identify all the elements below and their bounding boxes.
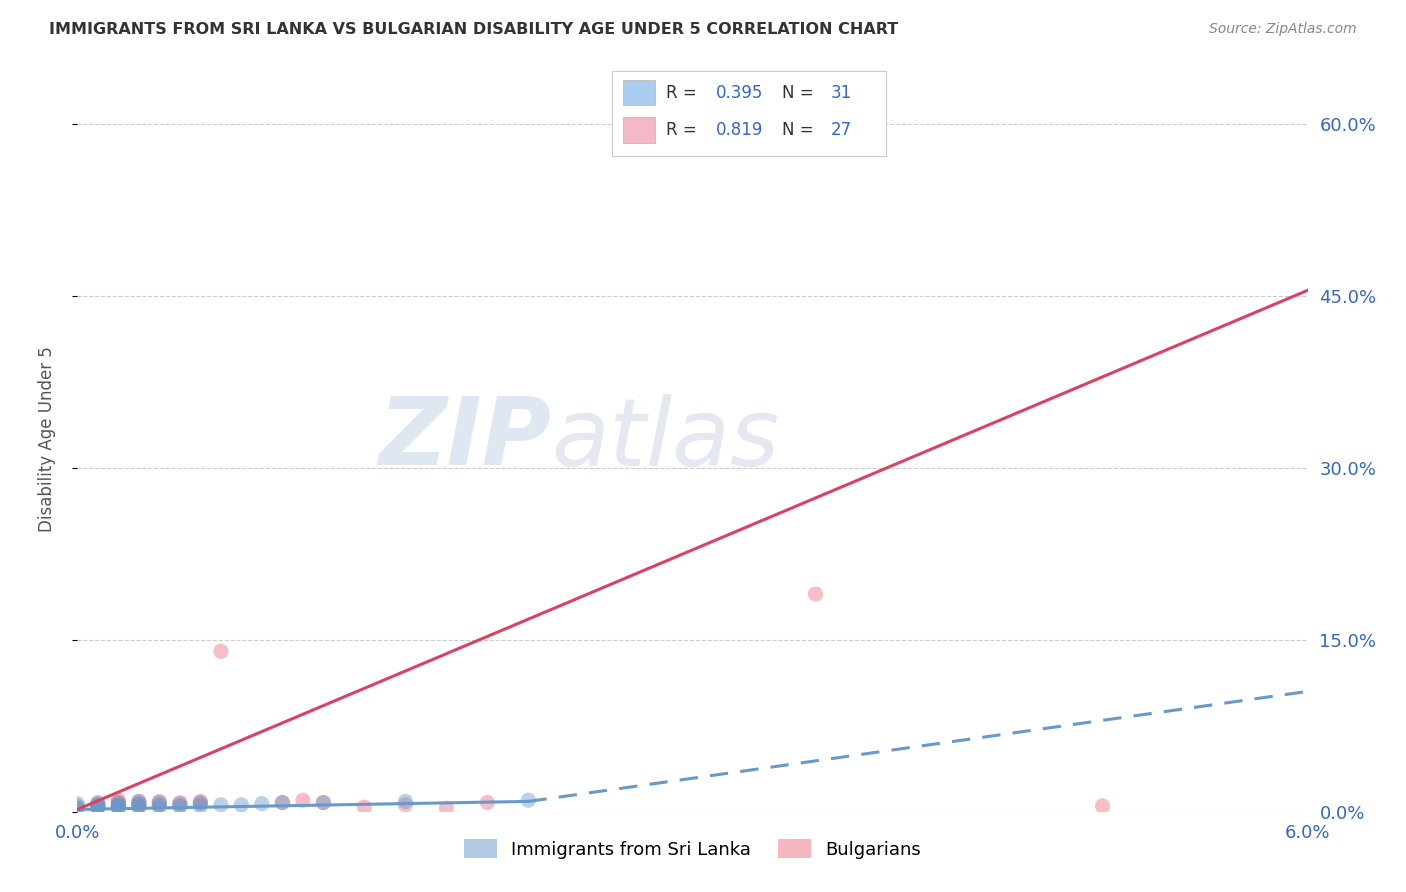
- Point: [394, 794, 416, 808]
- Point: [107, 797, 129, 812]
- Y-axis label: Disability Age Under 5: Disability Age Under 5: [38, 346, 56, 533]
- Point: [312, 796, 335, 810]
- Point: [517, 793, 540, 807]
- Text: atlas: atlas: [551, 393, 779, 485]
- Point: [87, 797, 110, 811]
- Point: [66, 799, 89, 814]
- Point: [477, 796, 499, 810]
- Point: [169, 797, 191, 811]
- Point: [148, 796, 170, 810]
- FancyBboxPatch shape: [623, 80, 655, 105]
- Point: [87, 800, 110, 814]
- Point: [66, 801, 89, 815]
- Point: [128, 797, 150, 811]
- Point: [128, 794, 150, 808]
- Point: [107, 801, 129, 815]
- Point: [107, 793, 129, 807]
- Point: [250, 797, 273, 811]
- FancyBboxPatch shape: [623, 117, 655, 143]
- Text: Source: ZipAtlas.com: Source: ZipAtlas.com: [1209, 22, 1357, 37]
- Point: [271, 796, 294, 810]
- Point: [190, 799, 212, 814]
- Point: [1091, 799, 1114, 814]
- Text: 0.395: 0.395: [716, 84, 763, 102]
- Text: R =: R =: [666, 84, 703, 102]
- Legend: Immigrants from Sri Lanka, Bulgarians: Immigrants from Sri Lanka, Bulgarians: [457, 832, 928, 866]
- Point: [128, 794, 150, 808]
- Point: [209, 797, 232, 812]
- Point: [107, 799, 129, 814]
- Point: [312, 796, 335, 810]
- Point: [169, 799, 191, 814]
- Point: [804, 587, 827, 601]
- Point: [107, 796, 129, 810]
- Point: [107, 800, 129, 814]
- Point: [169, 799, 191, 814]
- Point: [148, 794, 170, 808]
- Text: ZIP: ZIP: [378, 393, 551, 485]
- Point: [148, 797, 170, 812]
- Point: [87, 797, 110, 812]
- Point: [436, 801, 458, 815]
- Point: [87, 801, 110, 815]
- Point: [291, 793, 314, 807]
- Text: IMMIGRANTS FROM SRI LANKA VS BULGARIAN DISABILITY AGE UNDER 5 CORRELATION CHART: IMMIGRANTS FROM SRI LANKA VS BULGARIAN D…: [49, 22, 898, 37]
- Point: [87, 800, 110, 814]
- Point: [107, 796, 129, 810]
- Point: [394, 797, 416, 812]
- Point: [87, 799, 110, 814]
- Point: [169, 796, 191, 810]
- Point: [271, 796, 294, 810]
- Text: N =: N =: [782, 84, 818, 102]
- Point: [128, 799, 150, 814]
- Point: [190, 794, 212, 808]
- Point: [107, 797, 129, 812]
- Text: 0.819: 0.819: [716, 120, 763, 139]
- Point: [128, 800, 150, 814]
- Point: [66, 801, 89, 815]
- Point: [66, 797, 89, 811]
- Point: [190, 796, 212, 810]
- Point: [87, 799, 110, 814]
- Point: [107, 800, 129, 814]
- Text: R =: R =: [666, 120, 703, 139]
- Text: N =: N =: [782, 120, 818, 139]
- Point: [128, 799, 150, 814]
- Point: [148, 800, 170, 814]
- Point: [353, 800, 375, 814]
- Point: [231, 797, 253, 812]
- Point: [190, 797, 212, 811]
- Text: 27: 27: [831, 120, 852, 139]
- Point: [148, 797, 170, 812]
- Text: 31: 31: [831, 84, 852, 102]
- Point: [209, 644, 232, 658]
- Point: [87, 796, 110, 810]
- Point: [128, 797, 150, 811]
